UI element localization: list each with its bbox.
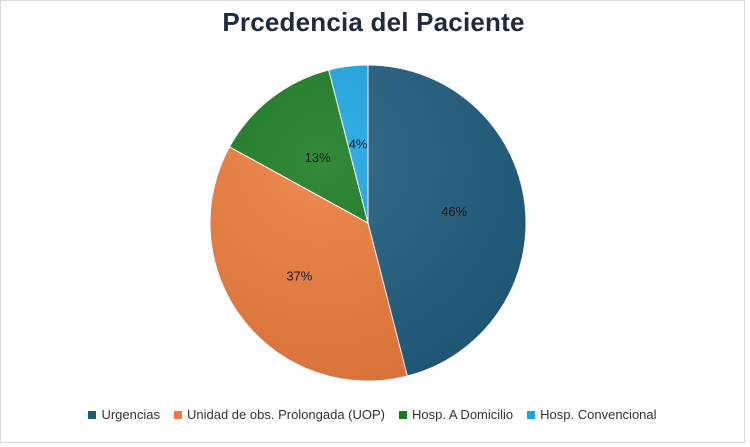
legend-swatch: [399, 410, 408, 419]
chart-title: Prcedencia del Paciente: [222, 7, 525, 37]
legend-label: Urgencias: [101, 407, 160, 422]
legend-item-3: Hosp. A Domicilio: [399, 407, 513, 422]
slice-data-label-2: 37%: [286, 268, 312, 283]
legend-label: Unidad de obs. Prolongada (UOP): [187, 407, 386, 422]
legend-item-1: Urgencias: [88, 407, 160, 422]
legend-swatch: [88, 410, 97, 419]
slice-data-label-3: 13%: [305, 150, 331, 165]
legend-label: Hosp. Convencional: [540, 407, 657, 422]
legend-swatch: [527, 410, 536, 419]
legend-swatch: [174, 410, 182, 419]
legend: Urgencias Unidad de obs. Prolongada (UOP)…: [0, 407, 745, 422]
legend-label: Hosp. A Domicilio: [412, 407, 514, 422]
slice-data-label-1: 46%: [441, 204, 467, 219]
legend-item-2: Unidad de obs. Prolongada (UOP): [174, 407, 385, 422]
slice-data-label-4: 4%: [349, 137, 368, 152]
legend-item-4: Hosp. Convencional: [527, 407, 657, 422]
